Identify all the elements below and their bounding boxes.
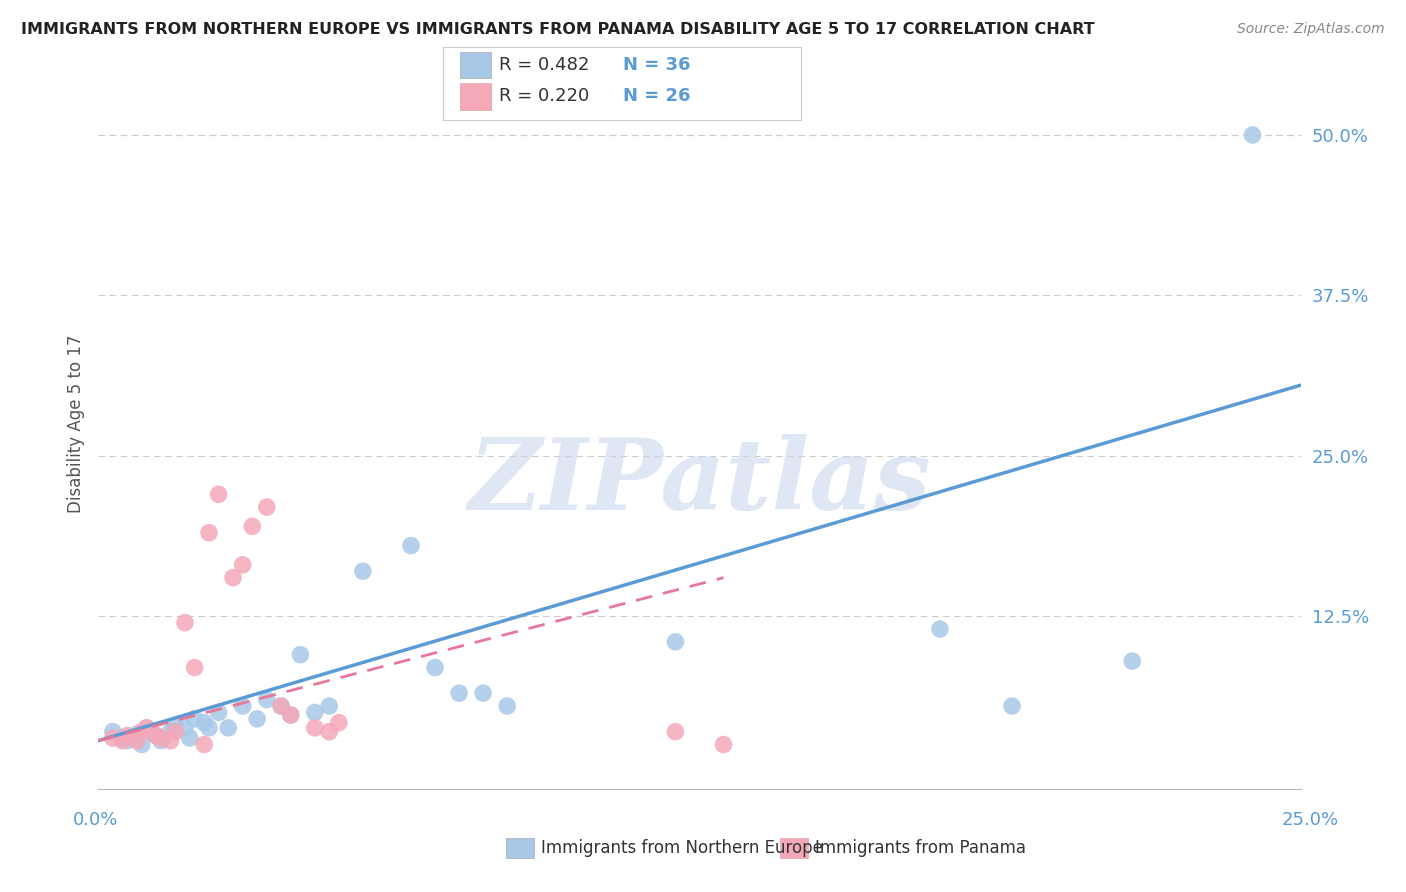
Point — [713, 738, 735, 752]
Text: R = 0.220: R = 0.220 — [499, 87, 589, 105]
Text: N = 36: N = 36 — [623, 56, 690, 74]
Point — [256, 500, 278, 515]
Point — [149, 731, 172, 745]
Point — [318, 698, 340, 713]
Point — [328, 715, 350, 730]
Text: Immigrants from Panama: Immigrants from Panama — [815, 839, 1026, 857]
Point — [270, 698, 292, 713]
Point — [174, 615, 197, 630]
Point — [165, 718, 187, 732]
Point — [149, 733, 172, 747]
Text: 0.0%: 0.0% — [73, 811, 118, 829]
Point — [399, 539, 422, 553]
Text: Source: ZipAtlas.com: Source: ZipAtlas.com — [1237, 22, 1385, 37]
Point — [664, 635, 686, 649]
Point — [664, 724, 686, 739]
Point — [101, 724, 124, 739]
Point — [193, 715, 215, 730]
Point — [208, 706, 231, 720]
Point — [183, 712, 205, 726]
Point — [290, 648, 312, 662]
Point — [496, 698, 519, 713]
Point — [145, 729, 167, 743]
Point — [208, 487, 231, 501]
Point — [174, 721, 197, 735]
Point — [1121, 654, 1143, 668]
Text: R = 0.482: R = 0.482 — [499, 56, 589, 74]
Text: N = 26: N = 26 — [623, 87, 690, 105]
Point — [447, 686, 470, 700]
Point — [135, 721, 157, 735]
Point — [270, 698, 292, 713]
Point — [111, 733, 134, 747]
Point — [246, 712, 269, 726]
Point — [159, 733, 181, 747]
Point — [352, 564, 374, 578]
Point — [928, 622, 950, 636]
Point — [179, 731, 201, 745]
Point — [318, 724, 340, 739]
Point — [125, 733, 148, 747]
Point — [472, 686, 495, 700]
Point — [125, 727, 148, 741]
Point — [256, 692, 278, 706]
Point — [111, 731, 134, 745]
Point — [117, 733, 139, 747]
Point — [193, 738, 215, 752]
Point — [135, 721, 157, 735]
Text: ZIPatlas: ZIPatlas — [468, 434, 931, 531]
Point — [117, 729, 139, 743]
Point — [198, 721, 221, 735]
Point — [280, 708, 302, 723]
Point — [222, 571, 245, 585]
Point — [232, 698, 254, 713]
Point — [232, 558, 254, 572]
Point — [304, 706, 326, 720]
Point — [1241, 128, 1264, 142]
Point — [217, 721, 239, 735]
Point — [159, 724, 181, 739]
Point — [280, 708, 302, 723]
Point — [198, 525, 221, 540]
Text: IMMIGRANTS FROM NORTHERN EUROPE VS IMMIGRANTS FROM PANAMA DISABILITY AGE 5 TO 17: IMMIGRANTS FROM NORTHERN EUROPE VS IMMIG… — [21, 22, 1095, 37]
Point — [423, 660, 446, 674]
Text: Immigrants from Northern Europe: Immigrants from Northern Europe — [541, 839, 823, 857]
Y-axis label: Disability Age 5 to 17: Disability Age 5 to 17 — [66, 334, 84, 513]
Text: 25.0%: 25.0% — [1282, 811, 1339, 829]
Point — [240, 519, 263, 533]
Point — [131, 724, 153, 739]
Point — [1001, 698, 1024, 713]
Point — [101, 731, 124, 745]
Point — [165, 724, 187, 739]
Point — [304, 721, 326, 735]
Point — [183, 660, 205, 674]
Point — [131, 738, 153, 752]
Point — [145, 729, 167, 743]
